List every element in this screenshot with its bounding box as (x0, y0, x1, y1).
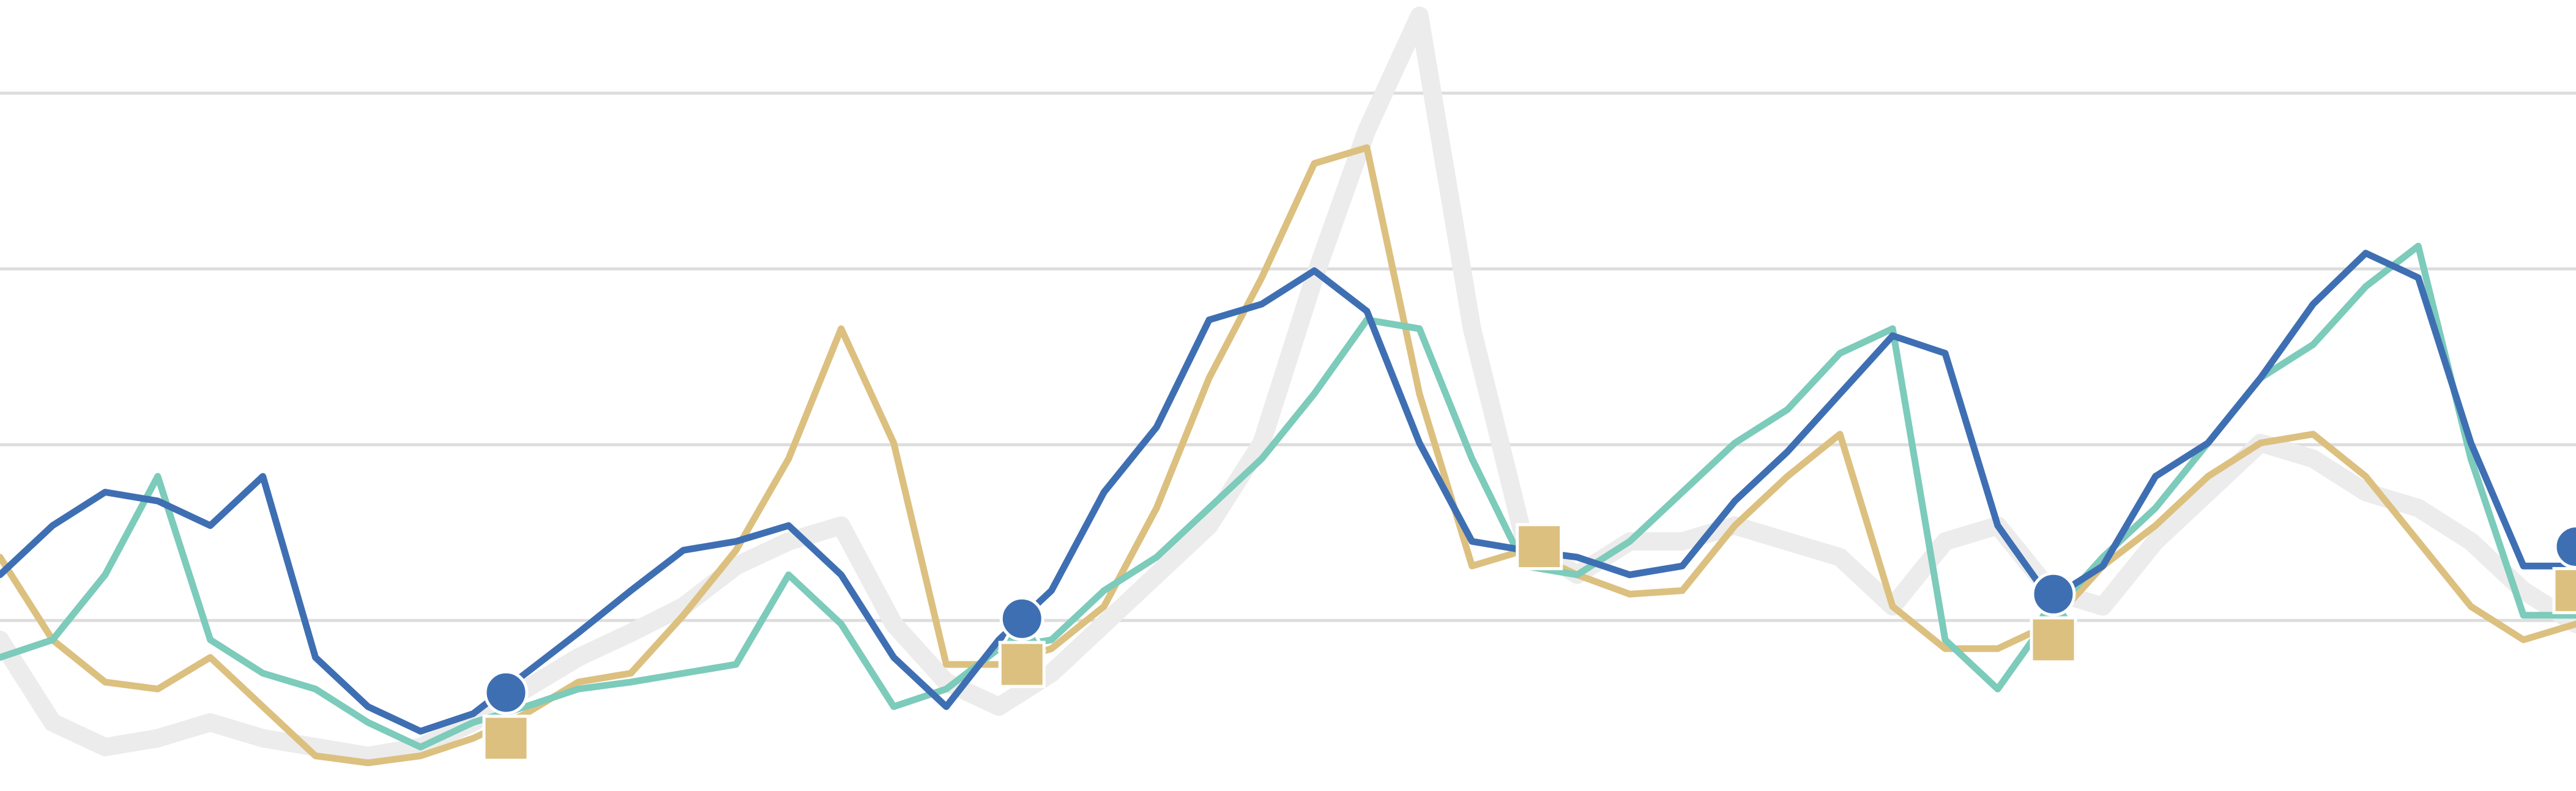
marker-circle (999, 596, 1044, 641)
series-line (0, 250, 2576, 735)
series-line (0, 6, 2576, 765)
marker-circle (2031, 571, 2076, 617)
marker-square (2552, 566, 2576, 614)
marker-square (482, 715, 530, 762)
marker-square (998, 641, 1046, 688)
marker-square (1516, 523, 1563, 571)
series-line (0, 242, 2576, 751)
marker-circle (2553, 524, 2576, 570)
marker-circle (483, 670, 529, 715)
series-line (0, 144, 2576, 767)
marker-square (2030, 616, 2077, 664)
